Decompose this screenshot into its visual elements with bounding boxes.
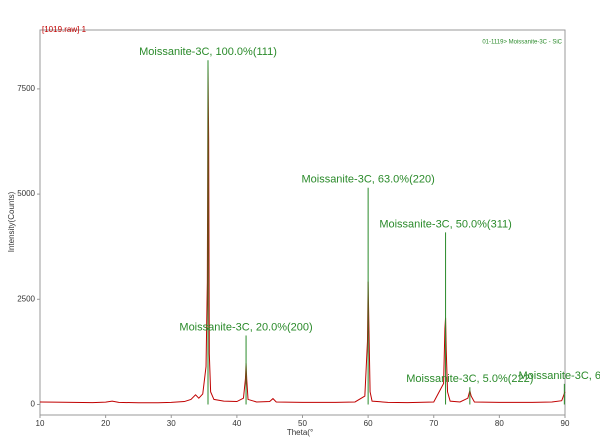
legend-entry: [1019.raw] 1	[42, 25, 87, 34]
y-tick-label: 5000	[17, 189, 35, 198]
legend-entry: 01-1119> Moissanite-3C - SiC	[482, 40, 562, 46]
peak-label: Moissanite-3C, 63.0%(220)	[301, 174, 434, 186]
peak-label: Moissanite-3C, 100.0%(111)	[139, 46, 277, 58]
x-tick-label: 20	[101, 419, 110, 428]
x-tick-label: 70	[429, 419, 438, 428]
y-tick-label: 7500	[17, 84, 35, 93]
y-tick-label: 2500	[17, 294, 35, 303]
x-tick-label: 10	[36, 419, 45, 428]
plot-frame	[39, 29, 566, 416]
peak-label: Moissanite-3C, 50.0%(311)	[379, 218, 511, 230]
data-line	[39, 63, 566, 404]
x-tick-label: 50	[298, 419, 307, 428]
y-axis-title: Intensity(Counts)	[7, 191, 16, 252]
peak-label: Moissanite-3C, 5.0%(222)	[406, 373, 533, 385]
peak-label: Moissanite-3C, 20.0%(200)	[179, 321, 312, 333]
peak-label: Moissanite-3C, 6.0	[518, 370, 600, 382]
x-tick-label: 80	[495, 419, 504, 428]
x-tick-label: 60	[364, 419, 373, 428]
x-tick-label: 40	[232, 419, 241, 428]
y-tick-label: 0	[31, 400, 36, 409]
x-tick-label: 90	[561, 419, 570, 428]
x-tick-label: 30	[167, 419, 176, 428]
x-axis-title: Theta(°	[287, 428, 313, 437]
